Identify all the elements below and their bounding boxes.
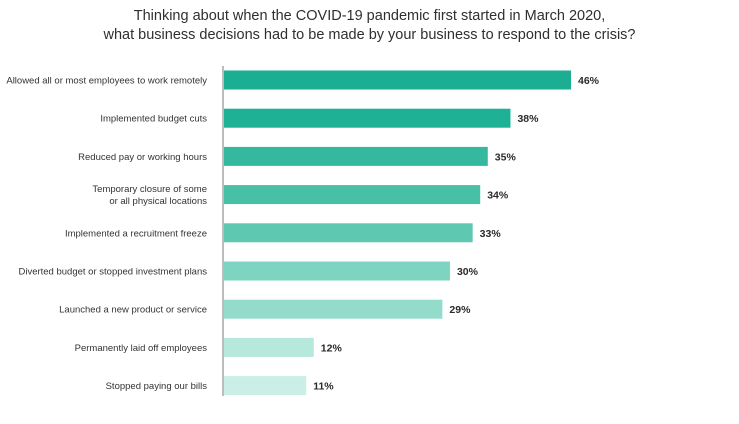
- value-label-5: 30%: [457, 266, 479, 278]
- bar-6: [224, 299, 443, 319]
- category-label-8: Stopped paying our bills: [106, 381, 208, 392]
- value-label-6: 29%: [449, 304, 471, 316]
- value-label-7: 12%: [321, 342, 343, 354]
- category-label-5: Diverted budget or stopped investment pl…: [18, 267, 207, 278]
- bar-3: [224, 185, 481, 205]
- bar-2: [224, 146, 488, 166]
- category-label-4: Implemented a recruitment freeze: [65, 228, 207, 239]
- category-label-3-line-0: Temporary closure of some: [92, 184, 207, 195]
- value-label-4: 33%: [480, 228, 502, 240]
- category-label-6: Launched a new product or service: [59, 305, 207, 316]
- bar-4: [224, 223, 473, 243]
- chart-title-line-1: Thinking about when the COVID-19 pandemi…: [133, 8, 606, 24]
- bar-0: [224, 70, 571, 90]
- value-label-2: 35%: [495, 151, 517, 163]
- value-label-0: 46%: [578, 75, 600, 87]
- value-label-1: 38%: [517, 113, 539, 125]
- bar-1: [224, 108, 511, 128]
- value-label-3: 34%: [487, 190, 509, 202]
- category-label-3-line-1: or all physical locations: [109, 196, 207, 207]
- category-label-7: Permanently laid off employees: [75, 343, 208, 354]
- category-label-1: Implemented budget cuts: [100, 114, 207, 125]
- value-label-8: 11%: [313, 381, 334, 393]
- chart-title: Thinking about when the COVID-19 pandemi…: [0, 7, 739, 45]
- bar-7: [224, 337, 314, 357]
- bar-5: [224, 261, 450, 281]
- chart-title-line-2: what business decisions had to be made b…: [103, 27, 636, 43]
- bar-8: [224, 376, 307, 396]
- category-label-2: Reduced pay or working hours: [78, 152, 207, 163]
- category-label-0: Allowed all or most employees to work re…: [6, 76, 207, 87]
